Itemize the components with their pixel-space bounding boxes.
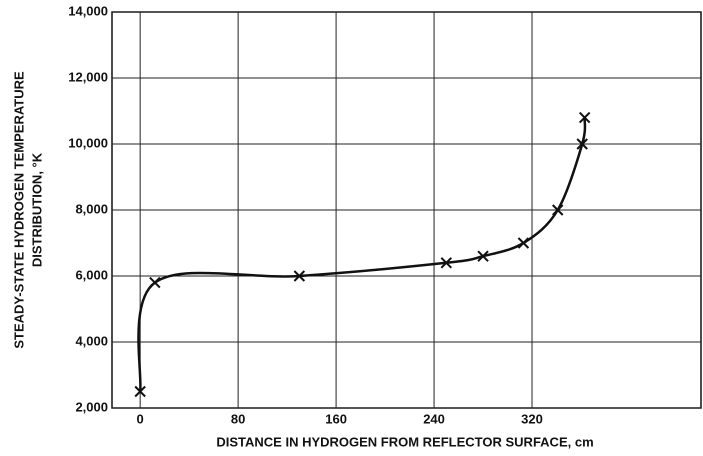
data-point bbox=[134, 385, 146, 398]
data-point bbox=[576, 138, 588, 150]
y-tick-label: 2,000 bbox=[75, 399, 108, 414]
data-point bbox=[440, 257, 453, 269]
data-point bbox=[477, 250, 489, 262]
y-tick-label: 4,000 bbox=[75, 333, 108, 348]
x-tick-label: 240 bbox=[423, 411, 445, 426]
data-point bbox=[517, 237, 530, 249]
data-point bbox=[149, 276, 161, 289]
data-point bbox=[578, 111, 591, 124]
y-tick-label: 14,000 bbox=[68, 3, 108, 18]
y-axis-label: DISTRIBUTION, °K bbox=[29, 152, 44, 267]
y-axis-label: STEADY-STATE HYDROGEN TEMPERATURE bbox=[11, 71, 26, 349]
y-tick-label: 6,000 bbox=[75, 267, 108, 282]
x-tick-label: 0 bbox=[137, 411, 144, 426]
x-tick-label: 160 bbox=[325, 411, 347, 426]
y-tick-label: 8,000 bbox=[75, 201, 108, 216]
x-tick-label: 320 bbox=[521, 411, 543, 426]
x-axis-label: DISTANCE IN HYDROGEN FROM REFLECTOR SURF… bbox=[216, 434, 593, 449]
data-point bbox=[552, 204, 564, 216]
y-tick-label: 10,000 bbox=[68, 135, 108, 150]
x-tick-label: 80 bbox=[231, 411, 245, 426]
data-line bbox=[137, 117, 587, 392]
y-tick-label: 12,000 bbox=[68, 69, 108, 84]
data-point bbox=[293, 270, 306, 282]
